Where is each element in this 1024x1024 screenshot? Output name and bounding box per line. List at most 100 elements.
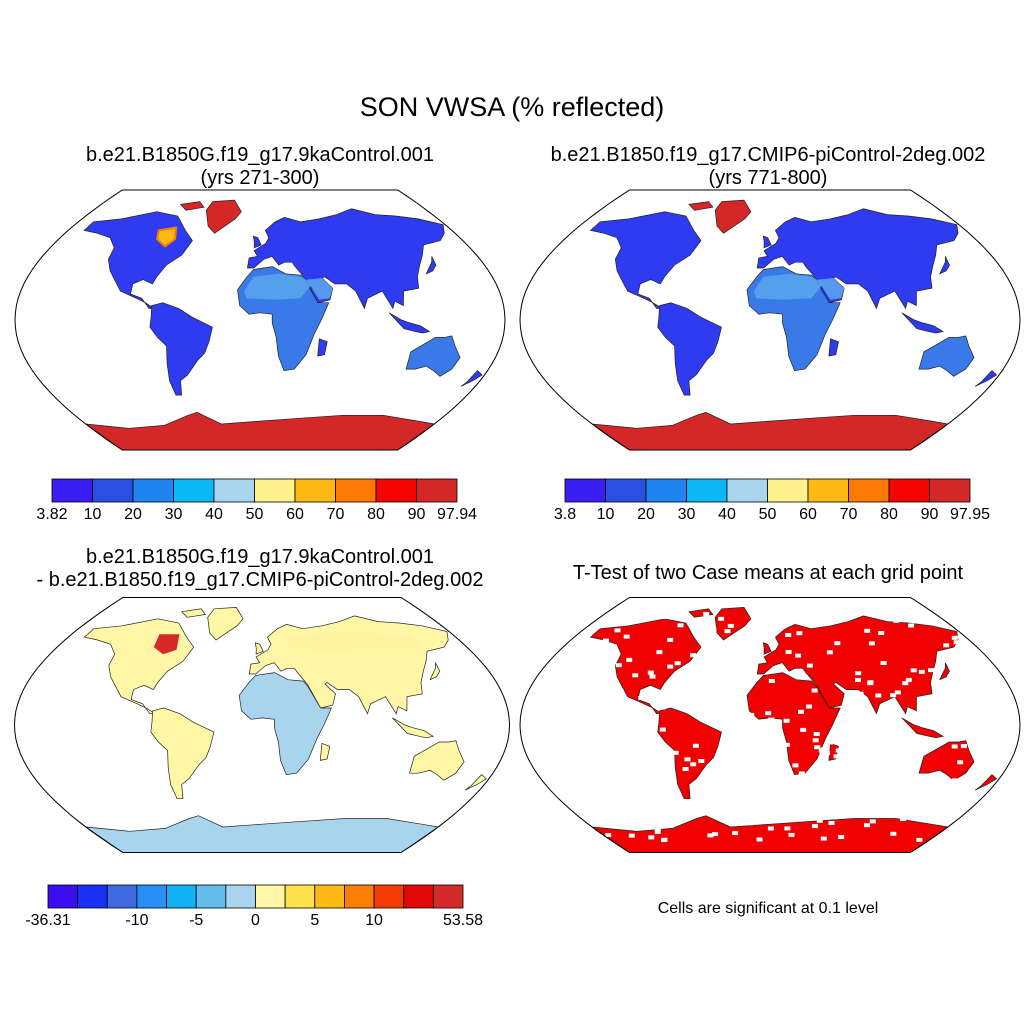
colorbar-swatch xyxy=(416,478,458,503)
land-ellesmere xyxy=(181,608,207,618)
colorbar-tick-label: 97.94 xyxy=(437,506,477,523)
colorbar-swatch xyxy=(344,884,375,909)
colorbar-tick-label: 60 xyxy=(286,506,304,523)
colorbar-tick-label: 5 xyxy=(310,912,319,929)
insignificant-cell xyxy=(655,798,662,803)
insignificant-cell xyxy=(996,700,1003,705)
land-indonesia xyxy=(901,312,944,334)
colorbar-swatch xyxy=(195,884,227,909)
land-nz xyxy=(464,774,487,791)
insignificant-cell xyxy=(981,769,988,774)
colorbar-swatch xyxy=(848,478,890,503)
insignificant-cell xyxy=(567,780,574,785)
colorbar-swatch xyxy=(767,478,809,503)
insignificant-cell xyxy=(841,802,848,807)
insignificant-cell xyxy=(601,763,608,768)
insignificant-cell xyxy=(851,771,858,776)
panel-4-title-line1: T-Test of two Case means at each grid po… xyxy=(572,562,964,584)
panel-1-title: b.e21.B1850G.f19_g17.9kaControl.001 (yrs… xyxy=(20,144,500,190)
insignificant-cell xyxy=(953,640,960,645)
insignificant-cell xyxy=(754,802,761,807)
map-land xyxy=(520,607,1012,853)
colorbar-swatch xyxy=(136,884,167,909)
insignificant-cell xyxy=(667,637,674,642)
insignificant-cell xyxy=(727,623,734,628)
insignificant-cell xyxy=(957,760,964,765)
insignificant-cell xyxy=(699,629,706,634)
insignificant-cell xyxy=(661,758,668,763)
insignificant-cell xyxy=(963,684,970,689)
colorbar-tick-label: -36.31 xyxy=(25,912,70,929)
land-samerica xyxy=(150,707,215,800)
colorbar-swatch xyxy=(284,884,316,909)
insignificant-cell xyxy=(956,686,963,690)
insignificant-cell xyxy=(908,623,915,628)
colorbar-swatch xyxy=(254,478,296,503)
insignificant-cell xyxy=(617,822,623,827)
insignificant-cell xyxy=(557,660,564,665)
insignificant-cell xyxy=(851,725,857,730)
insignificant-cell xyxy=(634,710,641,715)
insignificant-cell xyxy=(667,664,674,669)
colorbar-swatch xyxy=(645,478,687,503)
map-2 xyxy=(519,189,1021,451)
insignificant-cell xyxy=(700,785,707,790)
insignificant-cell xyxy=(869,819,876,824)
land-uk xyxy=(254,642,264,655)
insignificant-cell xyxy=(835,803,842,808)
insignificant-cell xyxy=(687,621,694,626)
colorbar-tick-label: 53.58 xyxy=(443,912,483,929)
insignificant-cell xyxy=(648,835,655,840)
insignificant-cell xyxy=(767,826,774,831)
insignificant-cell xyxy=(867,681,874,686)
insignificant-cell xyxy=(928,668,934,673)
insignificant-cell xyxy=(659,727,666,732)
insignificant-cell xyxy=(534,725,541,730)
insignificant-cell xyxy=(724,629,731,634)
colorbar-swatch xyxy=(314,884,345,909)
insignificant-cell xyxy=(615,663,622,668)
insignificant-cell xyxy=(890,693,897,698)
insignificant-cell xyxy=(541,750,548,755)
panel-2-title-line2: (yrs 771-800) xyxy=(708,167,828,189)
map-land xyxy=(589,199,998,450)
insignificant-cell xyxy=(894,690,901,695)
insignificant-cell xyxy=(573,803,580,808)
insignificant-cell xyxy=(606,658,613,663)
insignificant-cell xyxy=(972,657,979,662)
insignificant-cell xyxy=(712,832,719,837)
land-ellesmere xyxy=(688,201,714,211)
insignificant-cell xyxy=(546,744,553,749)
land-ellesmere xyxy=(179,201,205,211)
insignificant-cell xyxy=(754,781,761,786)
insignificant-cell xyxy=(947,674,954,679)
insignificant-cell xyxy=(864,628,871,633)
map-land xyxy=(83,199,483,450)
insignificant-cell xyxy=(918,669,925,674)
insignificant-cell xyxy=(605,833,612,837)
colorbar-swatch xyxy=(173,478,215,503)
insignificant-cell xyxy=(800,619,807,624)
colorbar-tick-label: 40 xyxy=(205,506,223,523)
insignificant-cell xyxy=(745,785,752,790)
insignificant-cell xyxy=(816,815,822,820)
map-1 xyxy=(14,189,506,451)
insignificant-cell xyxy=(766,817,773,822)
insignificant-cell xyxy=(632,673,639,678)
colorbar-tick-label: 30 xyxy=(165,506,183,523)
land-uk xyxy=(762,642,772,655)
colorbar-2: 3.8 10 20 30 40 50 60 70 80 90 97.95 xyxy=(554,478,990,523)
colorbar-tick-label: 0 xyxy=(251,912,260,929)
insignificant-cell xyxy=(796,631,803,636)
insignificant-cell xyxy=(825,782,832,787)
colorbar-tick-label: 3.82 xyxy=(36,506,67,523)
insignificant-cell xyxy=(692,743,699,748)
insignificant-cell xyxy=(654,829,661,834)
insignificant-cell xyxy=(868,641,875,646)
insignificant-cell xyxy=(747,821,754,826)
insignificant-cell xyxy=(798,771,805,776)
land-greenland xyxy=(714,607,752,641)
insignificant-cell xyxy=(813,732,820,736)
insignificant-cell xyxy=(641,720,648,724)
